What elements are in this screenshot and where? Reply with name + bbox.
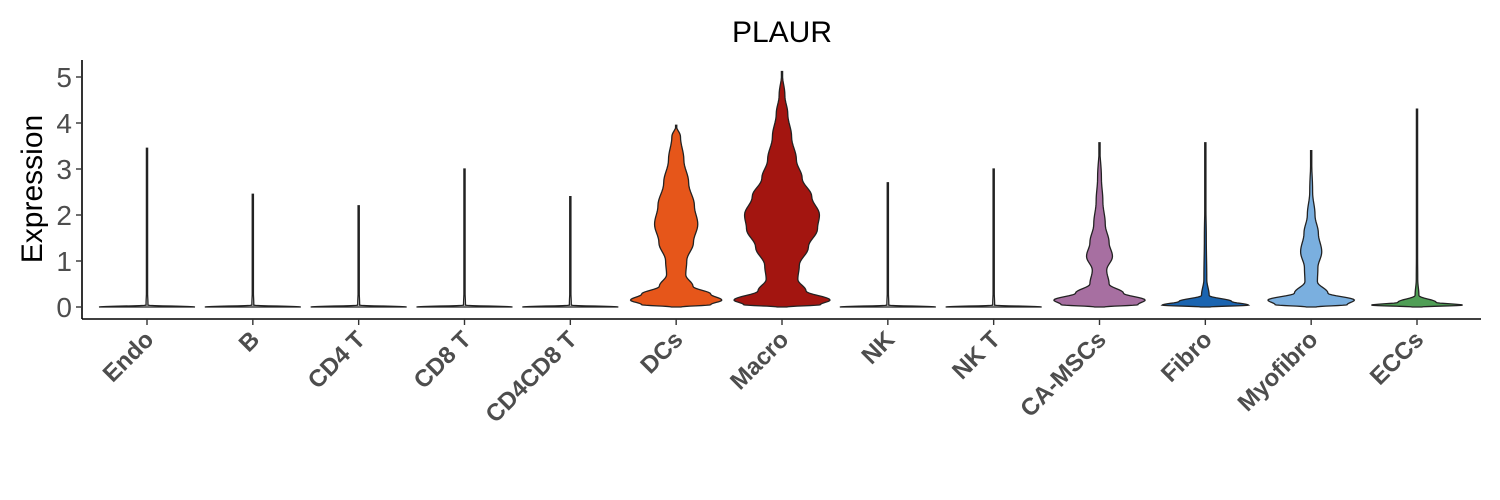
violin-group [98,70,1463,308]
x-tick-label-cd4cd8-t: CD4CD8 T [480,326,582,428]
violin-nk-t [945,168,1042,308]
violin-myofibro [1267,149,1356,308]
violin-macro [733,70,831,308]
violin-cd8-t [416,168,513,308]
y-axis-ticks: 0 1 2 3 4 5 [56,62,82,323]
x-tick-label-b: B [234,326,265,357]
violin-fibro [1160,142,1251,308]
violin-dcs [629,124,723,308]
violin-eccs [1371,108,1463,308]
x-tick-label-cd4-t: CD4 T [303,326,371,394]
y-tick-label-5: 5 [56,62,72,93]
violin-endo [98,147,196,308]
violin-cd4-t [310,205,407,308]
x-tick-label-nk: NK [856,326,900,370]
y-tick-label-2: 2 [56,200,72,231]
y-tick-label-4: 4 [56,108,72,139]
x-tick-label-dcs: DCs [635,326,688,379]
y-tick-label-1: 1 [56,246,72,277]
violin-nk [839,182,936,308]
x-tick-label-fibro: Fibro [1156,326,1218,388]
x-tick-label-cd8-t: CD8 T [409,326,477,394]
violin-ca-mscs [1053,142,1146,308]
x-tick-label-ca-mscs: CA-MSCs [1015,326,1111,422]
x-tick-label-nk-t: NK T [947,326,1006,385]
x-axis-ticks: Endo B CD4 T CD8 T CD4CD8 T DCs Macro NK NK T CA-… [98,319,1429,428]
x-tick-label-eccs: ECCs [1365,326,1429,390]
y-tick-label-3: 3 [56,154,72,185]
chart-title: PLAUR [732,16,832,49]
y-tick-label-0: 0 [56,292,72,323]
violin-cd4cd8-t [522,195,619,308]
x-tick-label-myofibro: Myofibro [1233,326,1324,417]
violin-b [204,193,301,308]
x-tick-label-macro: Macro [725,326,794,395]
x-tick-label-endo: Endo [98,326,160,388]
y-axis-label: Expression [16,115,49,263]
